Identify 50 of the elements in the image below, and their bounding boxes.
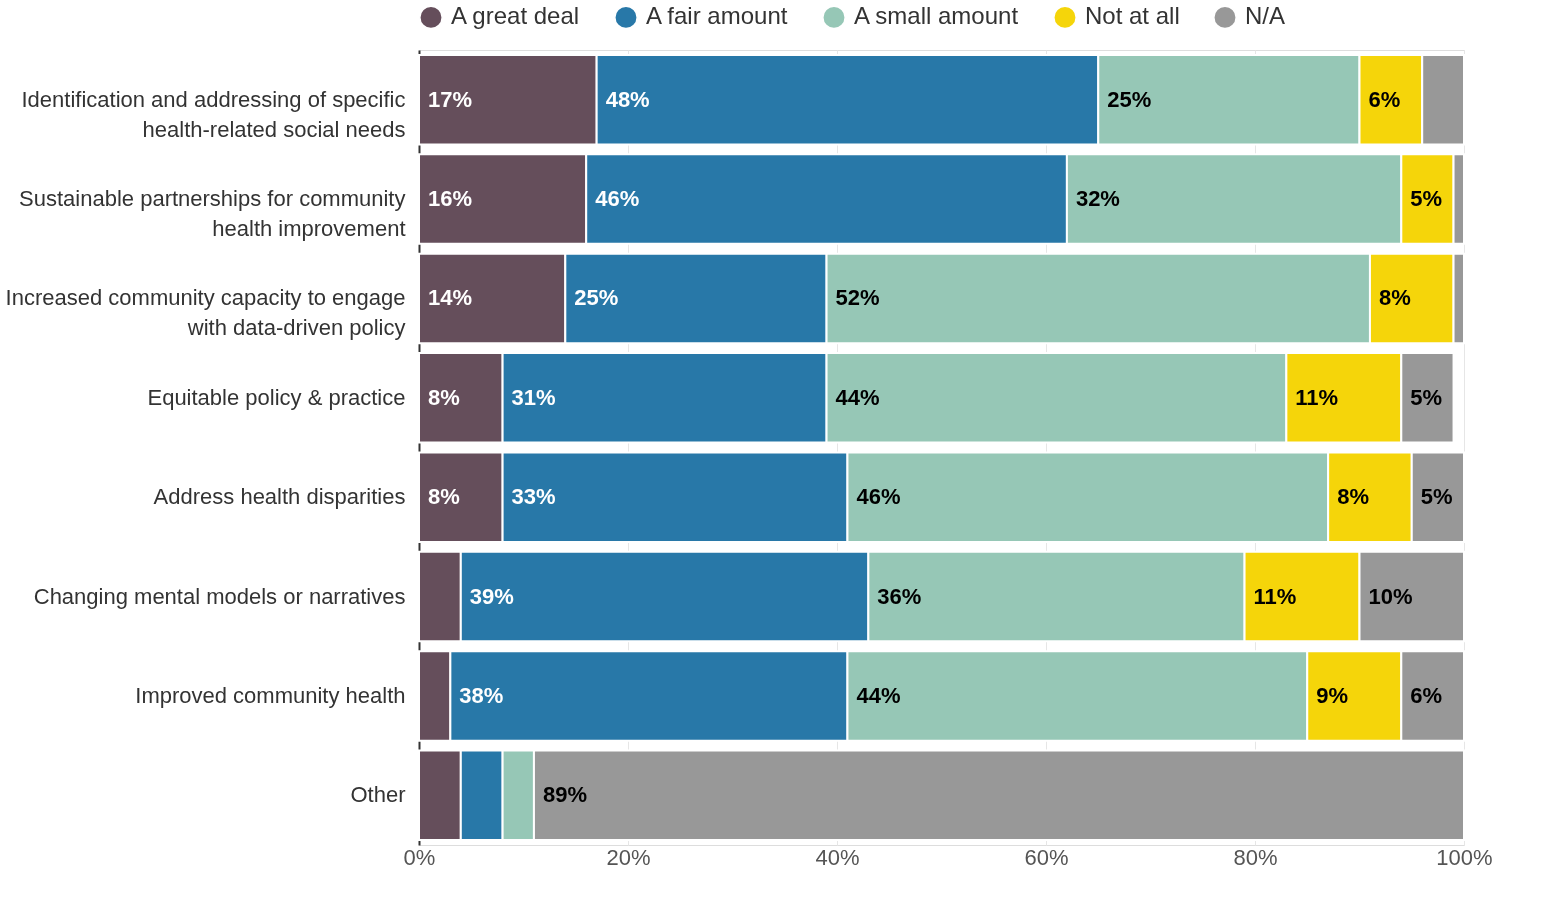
data-label: 11% — [1253, 583, 1297, 609]
y-tick-label: Address health disparities — [153, 484, 406, 510]
data-label: 32% — [1075, 186, 1120, 212]
data-label: 38% — [459, 682, 504, 708]
data-label: 44% — [835, 384, 880, 410]
data-label: 39% — [469, 583, 514, 609]
data-label: 46% — [595, 186, 640, 212]
y-tick-label: Increased community capacity to engage with data-driven policy — [5, 285, 406, 341]
data-label: 33% — [511, 484, 556, 510]
data-label: 17% — [428, 86, 473, 112]
data-label: 6% — [1410, 682, 1443, 708]
legend-label: A fair amount — [646, 2, 788, 30]
x-tick-label: 80% — [1233, 844, 1278, 870]
data-label: 31% — [511, 384, 556, 410]
data-label: 6% — [1368, 86, 1401, 112]
data-label: 89% — [542, 782, 587, 808]
y-tick-label: Improved community health — [135, 682, 406, 708]
legend-label: A great deal — [451, 2, 580, 30]
data-label: 8% — [428, 384, 460, 410]
data-label: 5% — [1410, 384, 1443, 410]
data-label: 25% — [1107, 86, 1152, 112]
y-tick-label: Changing mental models or narratives — [33, 583, 406, 609]
data-label: 5% — [1410, 186, 1443, 212]
x-tick-label: 40% — [815, 844, 860, 870]
legend-label: A small amount — [854, 2, 1019, 30]
data-label: 36% — [877, 583, 922, 609]
data-label: 5% — [1420, 484, 1453, 510]
x-tick-label: 60% — [1024, 844, 1069, 870]
data-label: 14% — [428, 285, 473, 311]
x-tick-label: 100% — [1436, 844, 1493, 870]
data-label: 11% — [1295, 384, 1339, 410]
data-label: 25% — [574, 285, 619, 311]
y-tick-label: Other — [350, 782, 406, 808]
data-label: 10% — [1368, 583, 1413, 609]
legend-label: N/A — [1245, 2, 1286, 30]
y-tick-label: Sustainable partnerships for community health improvement — [19, 186, 406, 242]
data-label: 16% — [428, 186, 473, 212]
y-tick-label: Equitable policy & practice — [147, 384, 406, 410]
y-tick-label: Identification and addressing of specific health-related social needs — [21, 86, 406, 142]
data-label: 52% — [835, 285, 880, 311]
data-label: 46% — [856, 484, 901, 510]
x-tick-label: 0% — [403, 844, 436, 870]
x-tick-label: 20% — [606, 844, 651, 870]
legend-label: Not at all — [1085, 2, 1180, 30]
data-label: 48% — [605, 86, 650, 112]
data-label: 8% — [1337, 484, 1369, 510]
data-label: 8% — [428, 484, 460, 510]
data-label: 8% — [1378, 285, 1411, 311]
data-label: 9% — [1316, 682, 1349, 708]
data-label: 44% — [856, 682, 901, 708]
